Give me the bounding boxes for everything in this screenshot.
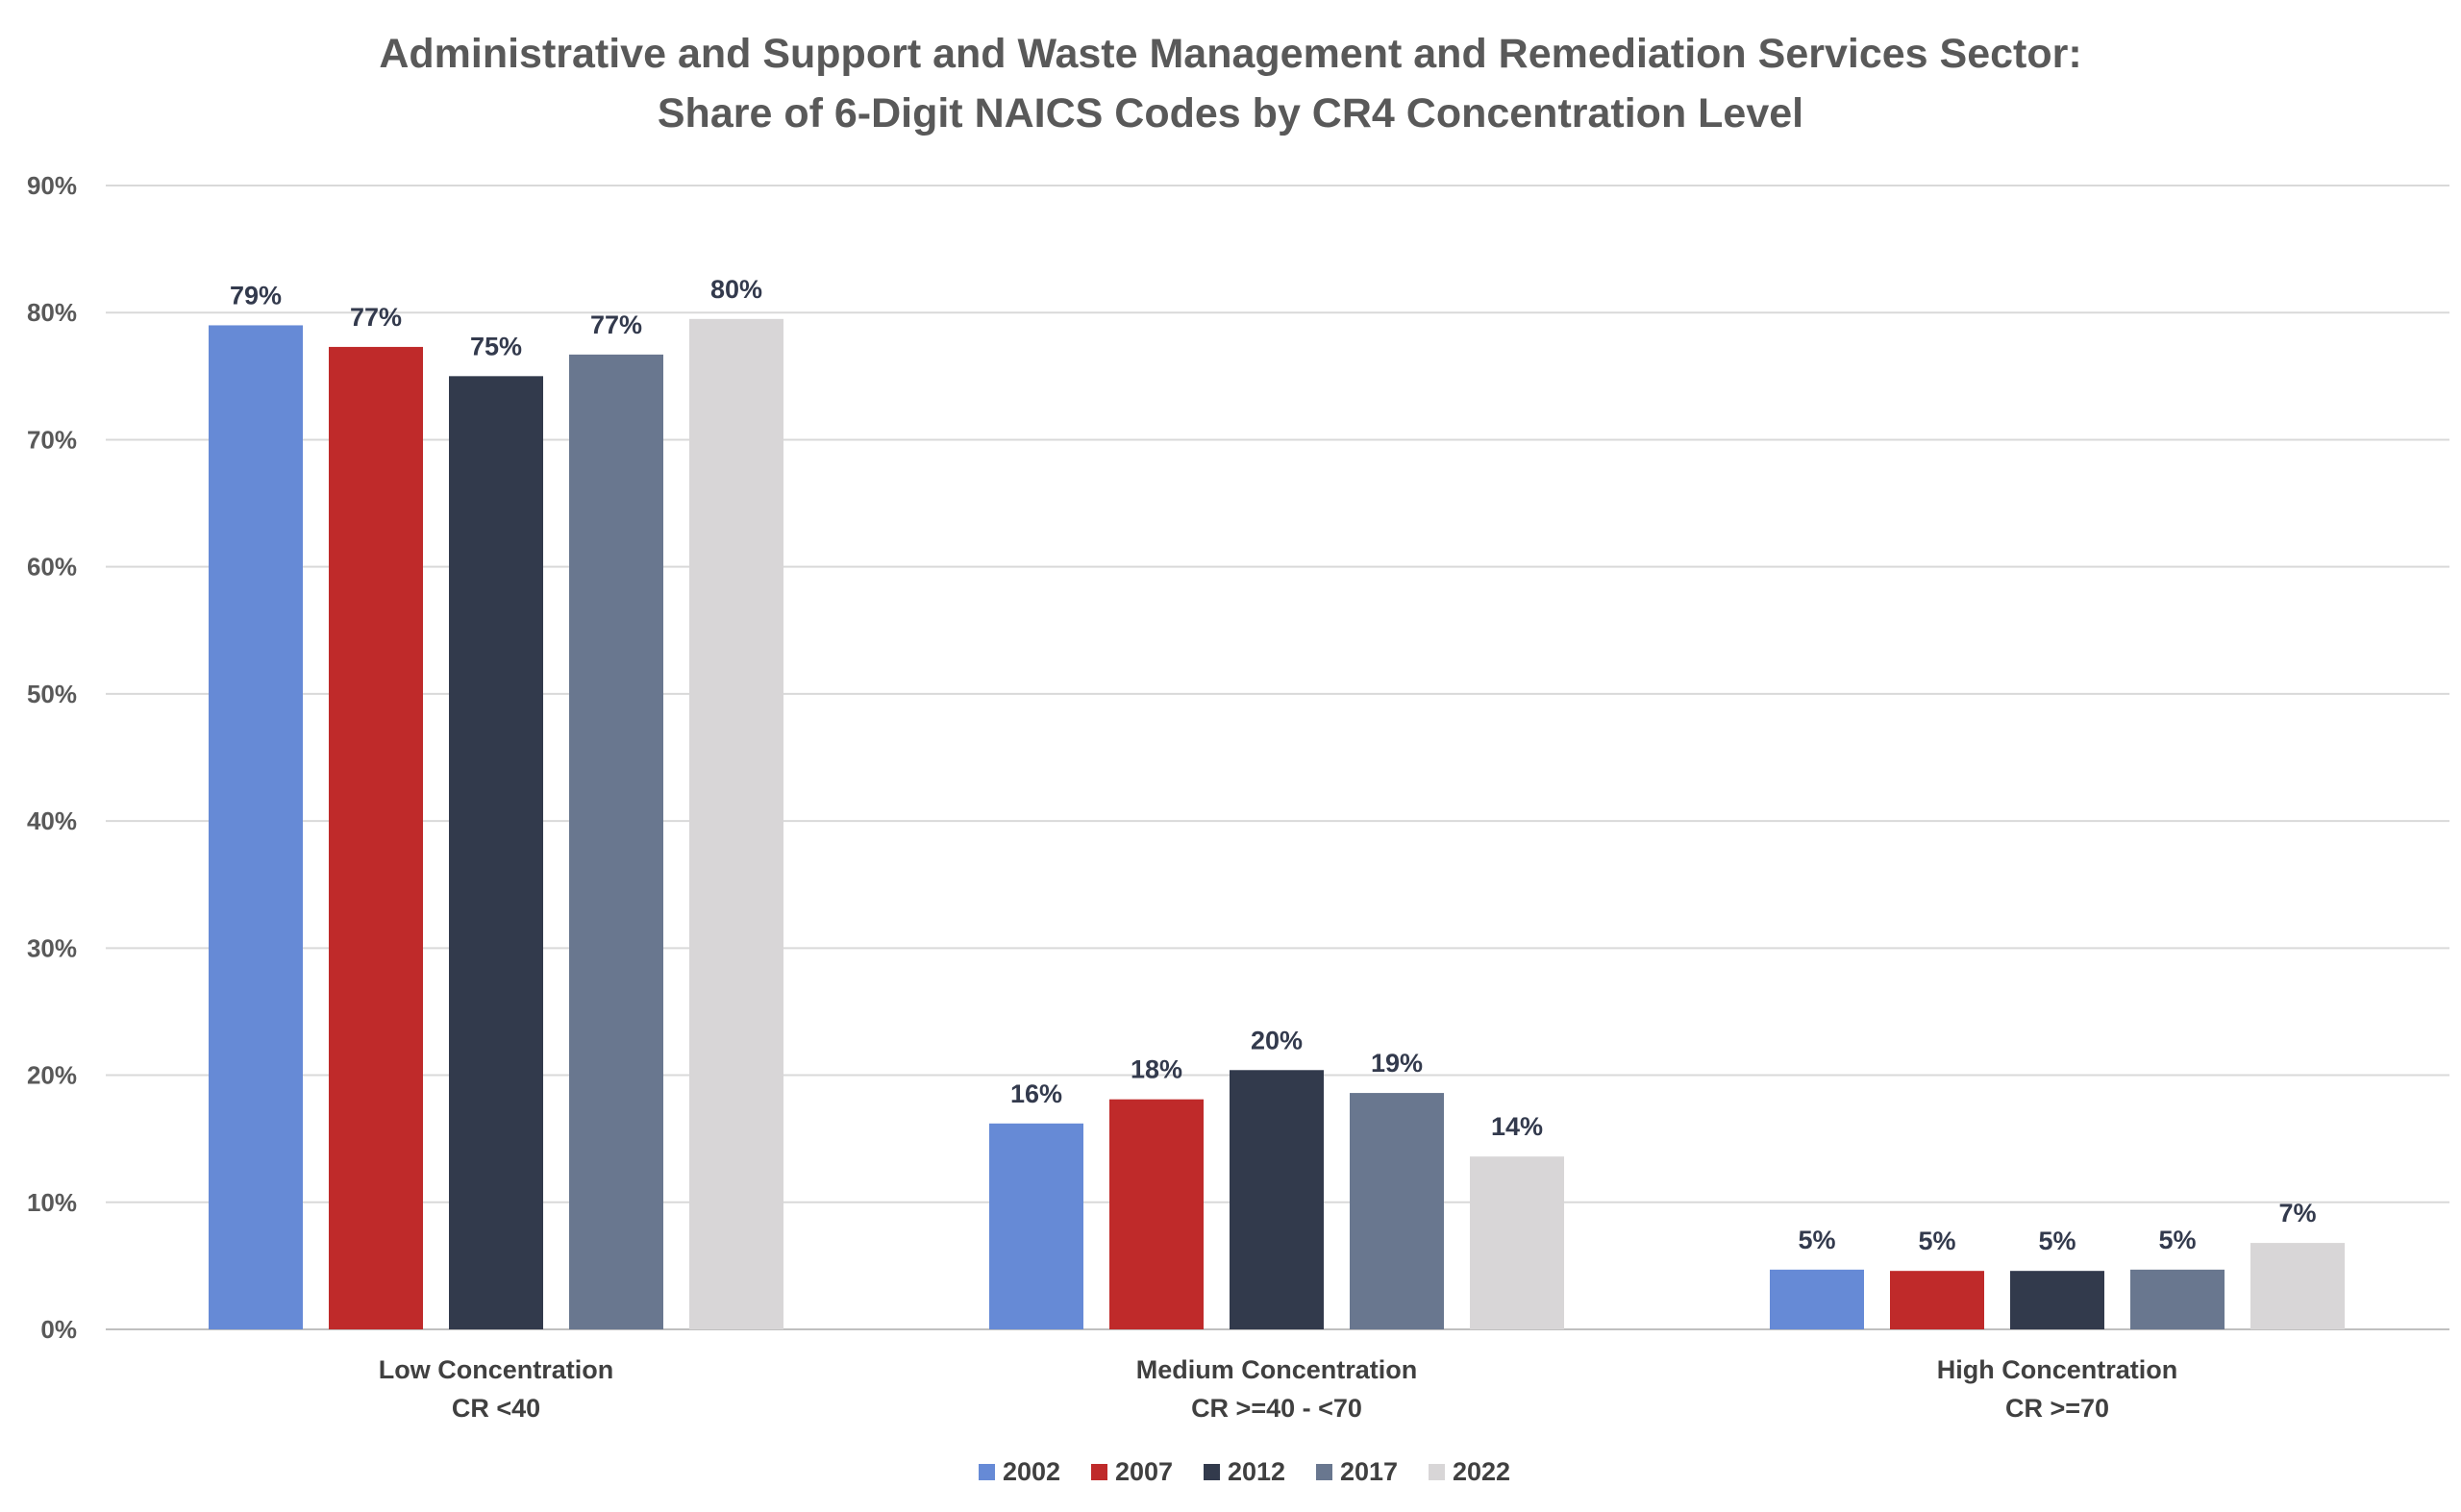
bar-2002-2: [1770, 1269, 1864, 1329]
bar-2007-1: [1109, 1099, 1204, 1329]
data-labels: 79% 16% 5% 77% 18% 5% 75% 20% 5% 77% 19% 5% 80% 14% 7%: [230, 275, 2317, 1255]
legend-label: 2012: [1228, 1457, 1285, 1486]
data-label: 18%: [1131, 1055, 1182, 1084]
category-labels: Low Concentration CR <40 Medium Concentrat…: [379, 1355, 2178, 1423]
y-axis-ticks: 0% 10% 20% 30% 40% 50% 60% 70% 80% 90%: [27, 171, 77, 1344]
legend-swatch: [1316, 1464, 1332, 1480]
bar-2012-1: [1230, 1070, 1324, 1329]
bar-2002-1: [989, 1123, 1083, 1329]
legend: 2002 2007 2012 2017 2022: [979, 1457, 1510, 1486]
bar-2017-2: [2130, 1269, 2225, 1329]
x-category-label: High Concentration: [1937, 1355, 2178, 1384]
bar-2012-2: [2010, 1271, 2104, 1329]
bar-2017-1: [1350, 1093, 1444, 1329]
y-tick-label: 10%: [27, 1188, 77, 1217]
y-tick-label: 0%: [40, 1315, 77, 1344]
data-label: 5%: [1798, 1226, 1835, 1254]
data-label: 80%: [710, 275, 762, 304]
y-tick-label: 60%: [27, 553, 77, 582]
bar-2007-0: [329, 346, 423, 1329]
legend-label: 2007: [1115, 1457, 1173, 1486]
data-label: 79%: [230, 281, 282, 310]
y-tick-label: 40%: [27, 806, 77, 835]
chart-subtitle: Share of 6-Digit NAICS Codes by CR4 Conc…: [657, 90, 1804, 136]
y-tick-label: 70%: [27, 425, 77, 454]
bar-2022-2: [2250, 1243, 2345, 1329]
data-label: 7%: [2278, 1199, 2316, 1227]
y-tick-label: 20%: [27, 1061, 77, 1090]
legend-swatch: [1091, 1464, 1107, 1480]
legend-swatch: [1204, 1464, 1220, 1480]
data-label: 5%: [1918, 1227, 1955, 1255]
x-category-label: Low Concentration: [379, 1355, 614, 1384]
data-label: 77%: [350, 303, 402, 332]
bar-2012-0: [449, 376, 543, 1329]
x-category-label: CR >=70: [2005, 1394, 2109, 1423]
y-tick-label: 30%: [27, 933, 77, 962]
data-label: 14%: [1491, 1112, 1543, 1141]
x-category-label: Medium Concentration: [1136, 1355, 1418, 1384]
data-label: 16%: [1010, 1079, 1062, 1108]
data-label: 77%: [590, 310, 642, 339]
bar-2002-0: [209, 325, 303, 1329]
y-tick-label: 80%: [27, 298, 77, 327]
data-label: 75%: [470, 332, 522, 360]
bar-2022-0: [689, 318, 783, 1329]
bar-2022-1: [1470, 1156, 1564, 1329]
data-label: 5%: [2158, 1226, 2196, 1254]
y-tick-label: 50%: [27, 680, 77, 708]
data-label: 19%: [1371, 1049, 1423, 1078]
legend-swatch: [979, 1464, 995, 1480]
bar-2007-2: [1890, 1271, 1984, 1329]
bar-2017-0: [569, 354, 663, 1329]
legend-label: 2022: [1453, 1457, 1510, 1486]
legend-swatch: [1429, 1464, 1445, 1480]
chart-title: Administrative and Support and Waste Man…: [379, 31, 2082, 77]
data-label: 20%: [1251, 1026, 1303, 1054]
data-label: 5%: [2038, 1227, 2076, 1255]
x-category-label: CR >=40 - <70: [1191, 1394, 1362, 1423]
x-category-label: CR <40: [452, 1394, 540, 1423]
legend-label: 2002: [1003, 1457, 1060, 1486]
y-tick-label: 90%: [27, 171, 77, 200]
bars: [209, 318, 2345, 1329]
legend-label: 2017: [1340, 1457, 1398, 1486]
